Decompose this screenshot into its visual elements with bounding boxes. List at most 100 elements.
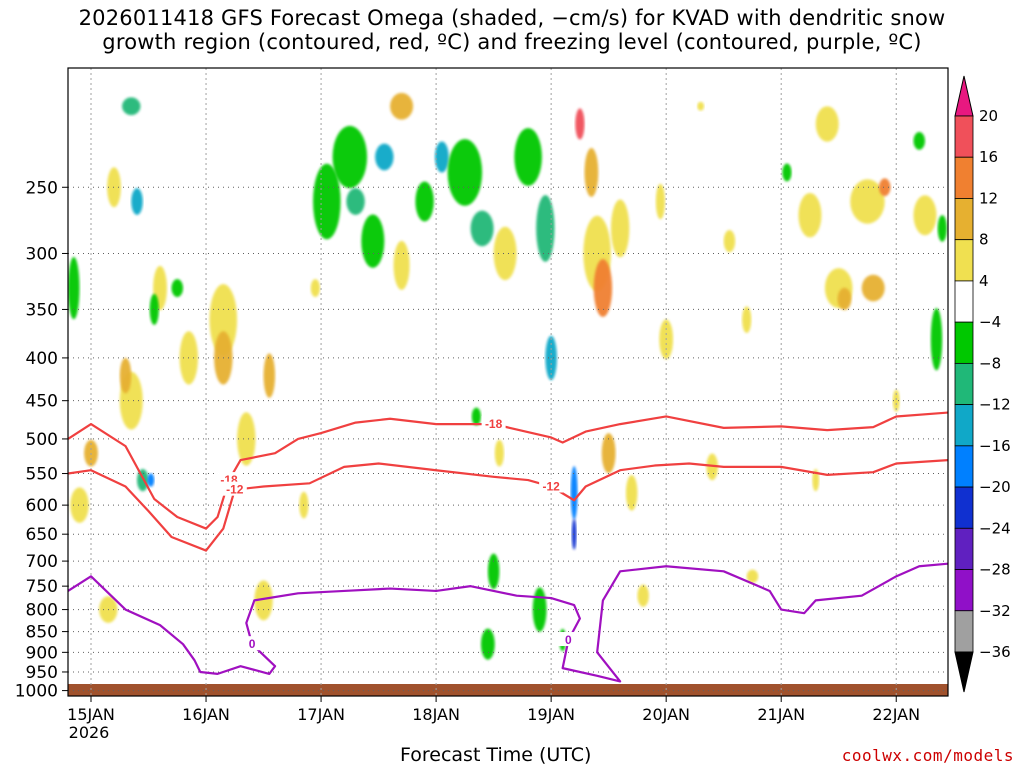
x-tick-label-15JAN: 15JAN: [67, 705, 115, 724]
chart-title-line2: growth region (contoured, red, ºC) and f…: [102, 30, 922, 54]
colorbar-label-13: −36: [979, 643, 1011, 661]
omega-shade-19: [263, 353, 276, 398]
colorbar-label-12: −32: [979, 602, 1011, 620]
omega-shade-73: [746, 569, 759, 583]
omega-shade-33: [493, 226, 517, 281]
colorbar-label-11: −28: [979, 561, 1011, 579]
omega-shade-39: [487, 553, 500, 590]
omega-shading: [68, 92, 947, 660]
colorbar-label-9: −20: [979, 478, 1011, 496]
omega-shade-63: [837, 287, 852, 311]
omega-shade-49: [610, 199, 630, 258]
omega-shade-51: [625, 475, 638, 511]
colorbar-swatch-11: [954, 569, 974, 612]
colorbar-label-0: 20: [979, 107, 998, 125]
contour-lines: -18-18-12 -120 0: [68, 411, 948, 683]
omega-shade-4: [122, 97, 141, 116]
contour-label--12-0: -12: [226, 483, 244, 497]
y-tick-label-550: 550: [26, 465, 58, 485]
omega-shade-44: [571, 518, 577, 550]
grid-lines: [68, 68, 948, 696]
omega-shade-28: [390, 92, 414, 120]
y-tick-label-650: 650: [26, 525, 58, 545]
y-tick-label-400: 400: [26, 349, 58, 369]
contour-label-0-1: 0: [565, 633, 572, 647]
colorbar-swatch-4: [954, 280, 974, 323]
colorbar-label-4: 4: [979, 272, 989, 290]
omega-shade-72: [812, 468, 820, 492]
x-tick-label-20JAN: 20JAN: [642, 705, 690, 724]
y-tick-label-500: 500: [26, 430, 58, 450]
contour-label-bg-0-0: [240, 636, 265, 651]
omega-shade-17: [237, 412, 256, 466]
ground-layer: [68, 684, 948, 696]
omega-shade-36: [545, 335, 557, 381]
footer: Forecast Time (UTC) coolwx.com/models: [0, 744, 1024, 768]
contour--18: [68, 411, 948, 530]
omega-shade-1: [70, 487, 89, 523]
x-tick-label-16JAN: 16JAN: [182, 705, 230, 724]
omega-shade-31: [447, 139, 483, 206]
colorbar-bottom-arrow: [954, 651, 974, 693]
omega-cross-section-chart: -18-18-12 -120 0 2503003504004505005506006…: [15, 67, 1011, 742]
omega-shade-67: [892, 389, 900, 412]
y-tick-label-700: 700: [26, 552, 58, 572]
colorbar-swatch-10: [954, 527, 974, 570]
omega-shade-66: [878, 178, 891, 197]
omega-shade-60: [798, 192, 822, 238]
plot-frame: [67, 67, 949, 697]
contour-label-bg--12-1: [539, 478, 564, 493]
plot-border: [67, 67, 949, 697]
colorbar-label-2: 12: [979, 189, 998, 207]
omega-shade-52: [637, 584, 649, 607]
omega-shade-26: [375, 143, 394, 171]
omega-shade-65: [861, 274, 885, 302]
x-axis-label: Forecast Time (UTC): [400, 744, 592, 766]
omega-shade-27: [393, 240, 410, 290]
y-tick-label-600: 600: [26, 496, 58, 516]
plot-area: [68, 68, 948, 696]
plot-background: [68, 68, 948, 696]
chart-title: 2026011418 GFS Forecast Omega (shaded, −…: [0, 6, 1024, 54]
omega-shade-10: [147, 473, 155, 487]
omega-shade-56: [706, 453, 718, 481]
omega-shade-47: [593, 259, 613, 317]
colorbar-swatch-3: [954, 239, 974, 282]
contour-0: [68, 562, 948, 683]
omega-shade-38: [471, 407, 481, 426]
colorbar-swatch-9: [954, 486, 974, 529]
omega-shade-22: [313, 163, 341, 240]
omega-shade-61: [815, 106, 839, 142]
omega-shade-58: [742, 306, 752, 333]
contour-label-bg--18-1: [481, 416, 506, 431]
omega-shade-68: [913, 131, 925, 150]
omega-shade-25: [361, 214, 385, 268]
colorbar-label-8: −16: [979, 437, 1011, 455]
y-tick-label-900: 900: [26, 643, 58, 663]
contour-label-bg--12-0: [222, 481, 247, 496]
omega-shade-7: [119, 357, 132, 394]
omega-shade-34: [514, 128, 542, 186]
x-tick-label-19JAN: 19JAN: [527, 705, 575, 724]
y-tick-label-350: 350: [26, 300, 58, 320]
omega-shade-70: [930, 308, 943, 371]
omega-shade-59: [782, 163, 792, 182]
omega-shade-23: [332, 125, 368, 189]
omega-shade-45: [584, 148, 599, 197]
credit-link[interactable]: coolwx.com/models: [841, 746, 1014, 765]
contour-label--18-1: -18: [485, 417, 503, 431]
y-tick-label-950: 950: [26, 663, 58, 683]
colorbar-swatch-0: [954, 115, 974, 158]
omega-shade-69: [913, 195, 937, 236]
x-tick-label-22JAN: 22JAN: [872, 705, 920, 724]
omega-shade-15: [209, 284, 238, 356]
x-tick-label-21JAN: 21JAN: [757, 705, 805, 724]
omega-shade-30: [434, 141, 449, 173]
omega-shade-32: [470, 210, 494, 247]
y-tick-label-800: 800: [26, 601, 58, 621]
colorbar-label-3: 8: [979, 231, 989, 249]
contour-label-0-0: 0: [249, 637, 256, 651]
colorbar-label-1: 16: [979, 148, 998, 166]
omega-shade-13: [171, 279, 184, 297]
omega-shade-3: [107, 167, 121, 208]
